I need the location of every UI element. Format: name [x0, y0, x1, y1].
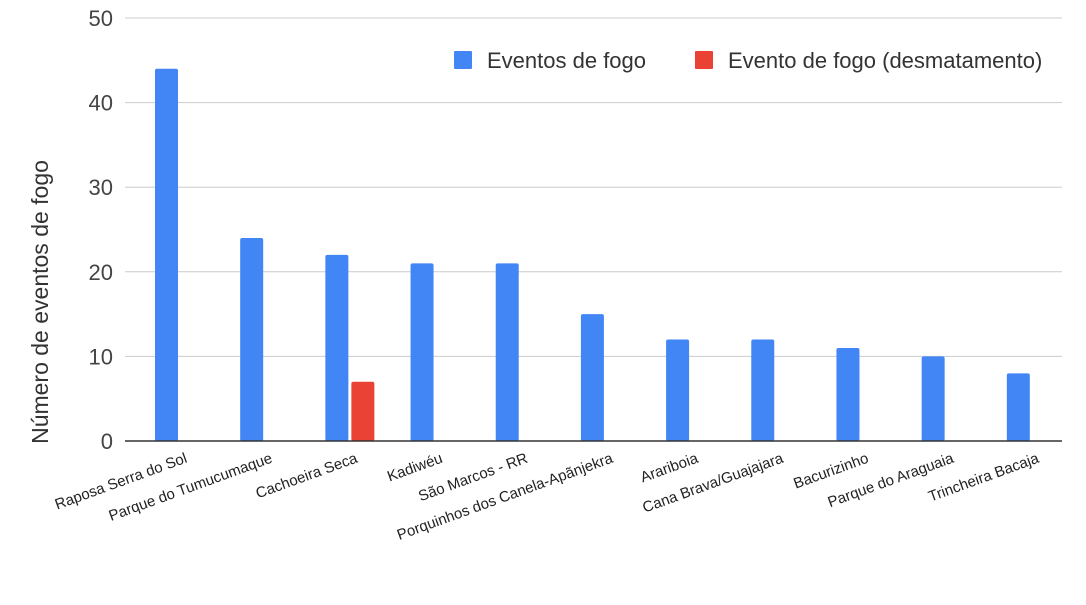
bar-eventos-de-fogo [580, 314, 604, 441]
x-tick-label: Kadiwéu [385, 450, 445, 486]
legend-label-evento-de-fogo-desmatamento: Evento de fogo (desmatamento) [728, 48, 1042, 73]
bar-eventos-de-fogo [751, 339, 775, 441]
bar-evento-de-fogo-desmatamento [351, 381, 375, 441]
y-tick-label: 40 [89, 91, 113, 116]
legend-swatch-evento-de-fogo-desmatamento [695, 51, 713, 69]
y-tick-label: 20 [89, 260, 113, 285]
bar-eventos-de-fogo [325, 254, 349, 441]
bar-eventos-de-fogo [836, 347, 860, 441]
bar-eventos-de-fogo [921, 356, 945, 441]
y-tick-label: 30 [89, 175, 113, 200]
legend-label-eventos-de-fogo: Eventos de fogo [487, 48, 646, 73]
y-tick-label: 0 [101, 429, 113, 454]
bar-eventos-de-fogo [666, 339, 690, 441]
legend: Eventos de fogo Evento de fogo (desmatam… [454, 48, 1042, 73]
y-axis-label: Número de eventos de fogo [27, 160, 53, 444]
x-tick-label: Parque do Tumucumaque [107, 450, 275, 525]
bar-eventos-de-fogo [495, 263, 519, 441]
bar-eventos-de-fogo [240, 237, 264, 441]
gridlines [125, 17, 1062, 357]
legend-swatch-eventos-de-fogo [454, 51, 472, 69]
bars [155, 68, 1030, 441]
y-tick-label: 10 [89, 344, 113, 369]
bar-eventos-de-fogo [1006, 373, 1030, 441]
y-axis-ticks: 0 10 20 30 40 50 [89, 6, 113, 454]
bar-eventos-de-fogo [155, 68, 178, 441]
x-tick-label: Cana Brava/Guajajara [640, 450, 786, 517]
x-tick-label: Arariboia [638, 450, 701, 487]
bar-eventos-de-fogo [410, 263, 434, 441]
y-tick-label: 50 [89, 6, 113, 31]
